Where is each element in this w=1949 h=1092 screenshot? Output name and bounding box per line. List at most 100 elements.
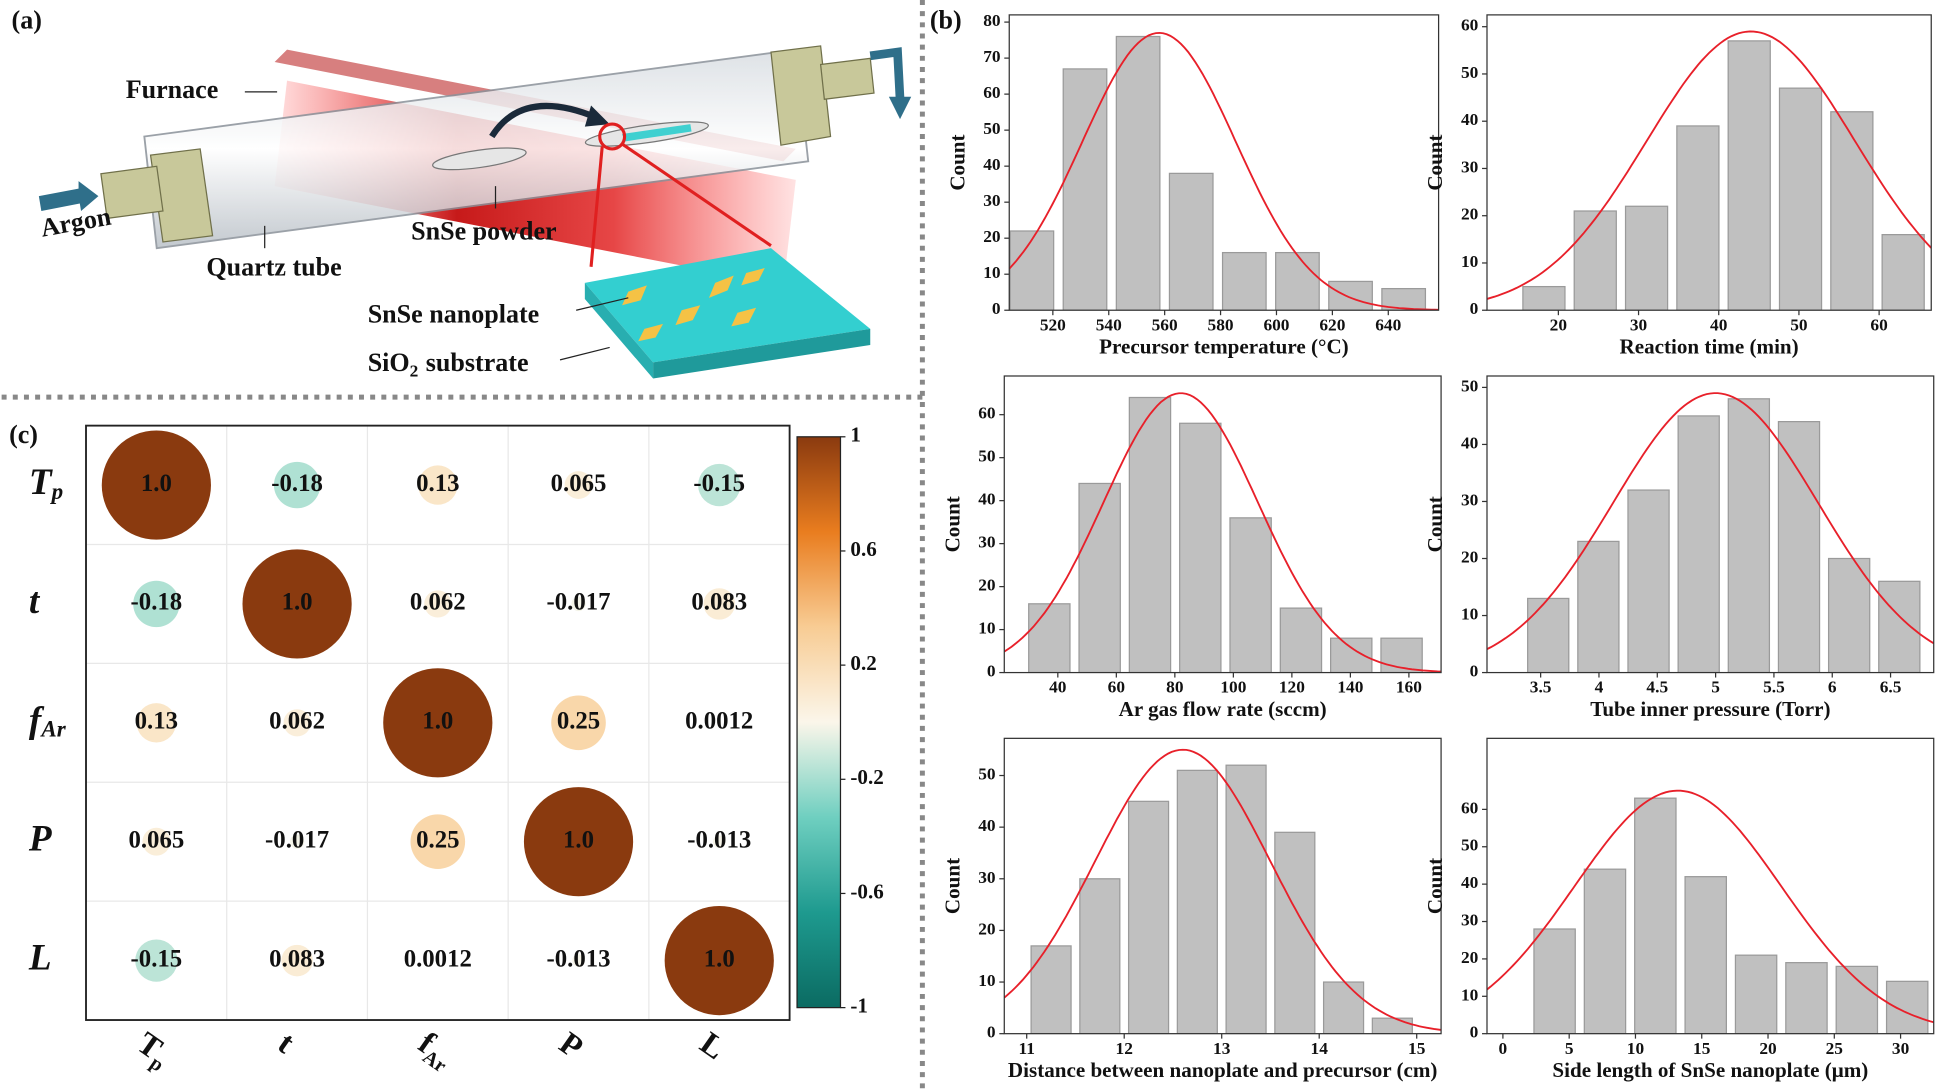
label-part: p: [50, 478, 64, 504]
x-tick-label: 40: [1049, 678, 1067, 697]
corr-circle: [571, 596, 586, 612]
column-label: Tp: [129, 1025, 179, 1076]
colorbar-tick-label: 0.6: [850, 537, 876, 561]
x-tick-label: 30: [1630, 315, 1648, 334]
bar: [1062, 68, 1108, 311]
y-axis-label: Count: [940, 496, 964, 552]
y-tick-label: 0: [1470, 1023, 1479, 1042]
y-tick-label: 10: [978, 619, 996, 638]
column-label: fAr: [410, 1025, 461, 1077]
corr-circle: [572, 954, 585, 967]
y-axis-label: Count: [1423, 496, 1447, 552]
corr-label: -0.15: [131, 945, 183, 972]
panel-label: (b): [930, 5, 962, 34]
corr-label: 0.065: [128, 826, 184, 853]
y-tick-label: 0: [987, 662, 996, 681]
x-tick-label: 580: [1208, 315, 1234, 334]
bar: [1676, 125, 1720, 311]
bar: [1835, 965, 1879, 1034]
label-part: L: [28, 937, 52, 978]
x-tick-label: 6: [1828, 678, 1837, 697]
bar: [1583, 868, 1627, 1034]
corr-label: 1.0: [141, 470, 172, 497]
x-tick-label: 25: [1826, 1039, 1844, 1058]
x-tick-label: 100: [1220, 678, 1246, 697]
panel-label: (c): [9, 420, 38, 449]
y-axis-label: Count: [945, 134, 969, 190]
y-tick-label: 50: [978, 765, 996, 784]
corr-circle: [289, 834, 305, 849]
diagram-label: SnSe powder: [411, 216, 556, 245]
corr-circle: [242, 549, 352, 659]
label-part: 2: [410, 361, 419, 380]
bar: [1684, 876, 1727, 1034]
x-tick-label: 4.5: [1646, 678, 1668, 697]
bar: [1115, 35, 1161, 311]
bar: [1527, 597, 1570, 673]
corr-label: 0.0012: [404, 945, 472, 972]
x-tick-label: 620: [1319, 315, 1345, 334]
bar: [1229, 517, 1272, 673]
plot-frame: [1486, 14, 1932, 311]
plot-frame: [1003, 737, 1442, 1035]
corr-label: 0.13: [416, 470, 459, 497]
label-part: f: [29, 699, 45, 740]
y-tick-label: 40: [978, 816, 996, 835]
bar: [1830, 111, 1874, 311]
corr-circle: [435, 958, 440, 963]
corr-circle: [564, 471, 593, 499]
label-part: Ar: [39, 716, 66, 742]
y-tick-label: 40: [978, 490, 996, 509]
y-tick-label: 80: [983, 11, 1001, 30]
corr-circle: [523, 787, 634, 897]
bar: [1009, 230, 1055, 311]
bar: [1030, 945, 1072, 1034]
corr-circle: [698, 463, 741, 507]
x-tick-label: 560: [1152, 315, 1178, 334]
corr-circle: [717, 720, 722, 725]
bar: [1128, 396, 1172, 673]
bar: [1221, 251, 1267, 311]
bar: [1275, 251, 1320, 311]
x-tick-label: 600: [1263, 315, 1289, 334]
label-part: t: [29, 580, 41, 621]
bar: [1881, 234, 1925, 311]
bar: [1827, 557, 1871, 673]
y-tick-label: 30: [1461, 490, 1479, 509]
corr-label: 1.0: [563, 826, 594, 853]
y-tick-label: 10: [1461, 605, 1479, 624]
corr-label: -0.013: [546, 945, 610, 972]
corr-label: 0.062: [410, 589, 466, 616]
y-tick-label: 60: [1461, 16, 1479, 35]
bar: [1627, 489, 1670, 673]
x-axis-label: Side length of SnSe nanoplate (μm): [1552, 1058, 1868, 1082]
x-tick-label: 50: [1790, 315, 1808, 334]
corr-label: 0.062: [269, 708, 325, 735]
y-tick-label: 60: [983, 83, 1001, 102]
bar: [1225, 764, 1267, 1034]
y-tick-label: 0: [1470, 662, 1479, 681]
label-part: L: [694, 1025, 732, 1067]
bar: [1577, 540, 1620, 673]
corr-circle: [273, 461, 321, 509]
x-axis-label: Tube inner pressure (Torr): [1590, 697, 1830, 721]
x-axis-label: Distance between nanoplate and precursor…: [1008, 1058, 1438, 1082]
label-part: t: [271, 1025, 301, 1061]
bar: [1573, 210, 1617, 311]
corr-label: -0.18: [271, 470, 323, 497]
x-tick-label: 13: [1213, 1039, 1231, 1058]
x-tick-label: 30: [1892, 1039, 1910, 1058]
y-tick-label: 50: [1461, 376, 1479, 395]
y-tick-label: 20: [1461, 547, 1479, 566]
diagram-label: SiO2 substrate: [368, 348, 529, 380]
bar: [1885, 980, 1929, 1034]
colorbar-tick-label: 1: [850, 423, 861, 447]
x-tick-label: 640: [1375, 315, 1401, 334]
plot-frame: [1486, 737, 1935, 1035]
y-tick-label: 30: [978, 868, 996, 887]
y-tick-label: 30: [983, 191, 1001, 210]
y-tick-label: 70: [983, 47, 1001, 66]
column-label: L: [694, 1025, 732, 1067]
x-tick-label: 15: [1693, 1039, 1711, 1058]
